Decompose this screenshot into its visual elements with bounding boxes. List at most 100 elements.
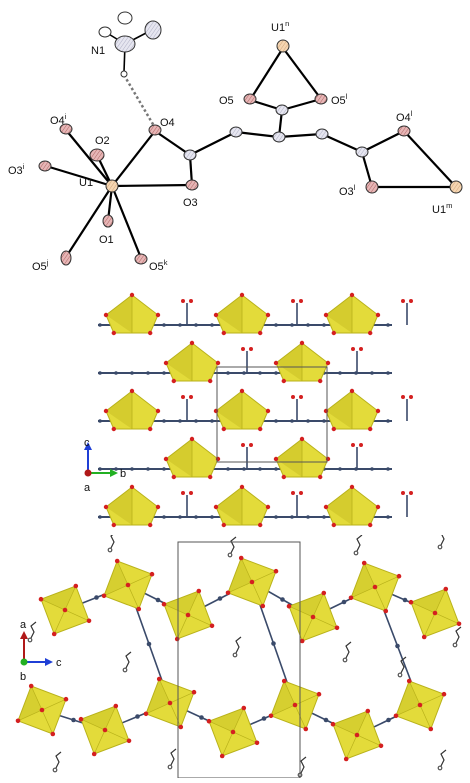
oxygen-vertex (409, 395, 413, 399)
polyhedron-shade (326, 487, 352, 525)
octahedron-shade (333, 711, 368, 735)
uranyl-polyhedron (273, 340, 331, 384)
oxygen-vertex (273, 568, 279, 574)
atom-h (144, 20, 162, 40)
oxygen-vertex (129, 388, 135, 394)
oxygen-vertex (28, 683, 34, 689)
oxygen-vertex (349, 292, 355, 298)
label-o3: O3 (183, 197, 198, 209)
atom-h (117, 11, 133, 25)
label-o4i: O4i (50, 112, 67, 127)
oxygen-vertex (219, 753, 225, 759)
ammonium-molecule (54, 751, 62, 771)
oxygen-vertex (406, 678, 412, 684)
oxygen-vertex (428, 726, 434, 732)
linker-atom (274, 371, 278, 375)
octahedron-shade (271, 681, 295, 716)
atom-o4l (397, 125, 411, 137)
atom-o1 (102, 214, 114, 228)
oxygen-vertex (292, 702, 298, 708)
oxygen-vertex (281, 678, 287, 684)
hydrogen-atom (227, 552, 233, 558)
polyhedron-shade (216, 487, 242, 525)
oxygen-vertex (265, 408, 271, 414)
linker-atom (210, 419, 214, 423)
oxygen-vertex (39, 707, 45, 713)
oxygen-vertex (401, 299, 405, 303)
oxygen-vertex (148, 522, 153, 528)
oxygen-vertex (189, 436, 195, 442)
uranyl-octahedron (143, 676, 197, 730)
linker-atom (94, 595, 99, 600)
oxygen-vertex (349, 484, 355, 490)
uranyl-octahedron (408, 586, 462, 640)
linker-atom (114, 371, 118, 375)
atom-u1m (449, 180, 463, 194)
oxygen-vertex (368, 426, 373, 432)
oxygen-vertex (209, 623, 215, 629)
atom-o4i (59, 123, 73, 135)
oxygen-vertex (281, 474, 286, 480)
linker-atom (322, 515, 326, 519)
oxygen-vertex (136, 606, 142, 612)
oxygen-vertex (254, 740, 260, 746)
linker-atom (386, 515, 390, 519)
oxygen-vertex (351, 443, 355, 447)
oxygen-vertex (310, 614, 316, 620)
uranyl-octahedron (161, 588, 215, 642)
oxygen-vertex (148, 426, 153, 432)
oxygen-vertex (393, 713, 399, 719)
linker-atom (258, 467, 262, 471)
oxygen-vertex (249, 443, 253, 447)
ammonium-molecule (399, 656, 407, 676)
uranyl-polyhedron (163, 340, 221, 384)
oxygen-vertex (213, 408, 219, 414)
uranyl-octahedron (38, 583, 92, 637)
oxygen-vertex (303, 726, 309, 732)
linker-atom (194, 419, 198, 423)
linker-atom (162, 419, 166, 423)
oxygen-vertex (239, 388, 245, 394)
octahedron-shade (411, 589, 446, 613)
atoms (38, 11, 463, 266)
oxygen-vertex (63, 696, 69, 702)
oxygen-vertex (86, 618, 92, 624)
linker-atom (323, 717, 329, 723)
oxygen-vertex (441, 691, 447, 697)
octahedron-shade (228, 558, 252, 593)
linker-atom (71, 717, 76, 723)
label-o4: O4 (160, 117, 175, 129)
oxygen-vertex (111, 426, 117, 432)
uranyl-polyhedron (213, 484, 271, 528)
oxygen-vertex (299, 395, 303, 399)
oxygen-vertex (258, 330, 263, 336)
atom-o4 (148, 124, 162, 136)
linker-atom (306, 515, 310, 519)
oxygen-vertex (351, 347, 355, 351)
oxygen-vertex (101, 593, 107, 599)
linker-atom (217, 596, 223, 601)
polyhedron-shade (216, 391, 242, 429)
axis-triad: c b a (84, 437, 126, 494)
ammonium-molecule (229, 536, 237, 556)
oxygen-vertex (343, 756, 349, 762)
oxygen-vertex (359, 347, 363, 351)
oxygen-vertex (268, 713, 274, 719)
oxygen-vertex (125, 582, 131, 588)
hydrogen-atom (52, 767, 58, 773)
label-o3i: O3i (8, 162, 25, 177)
linker-atom (274, 323, 278, 327)
uranyl-octahedron (268, 678, 322, 732)
oxygen-vertex (286, 603, 292, 609)
polyhedron-shade (326, 391, 352, 429)
linker-atom (155, 597, 161, 603)
linker-atom (130, 371, 134, 375)
oxygen-vertex (239, 484, 245, 490)
oxygen-vertex (114, 558, 120, 564)
hydrogen-atom (397, 672, 403, 678)
oxygen-vertex (148, 330, 153, 336)
packing-view-along-a-panel: c b a (0, 285, 470, 540)
oxygen-vertex (349, 388, 355, 394)
oxygen-vertex (181, 491, 185, 495)
label-o5j: O5j (32, 258, 49, 273)
